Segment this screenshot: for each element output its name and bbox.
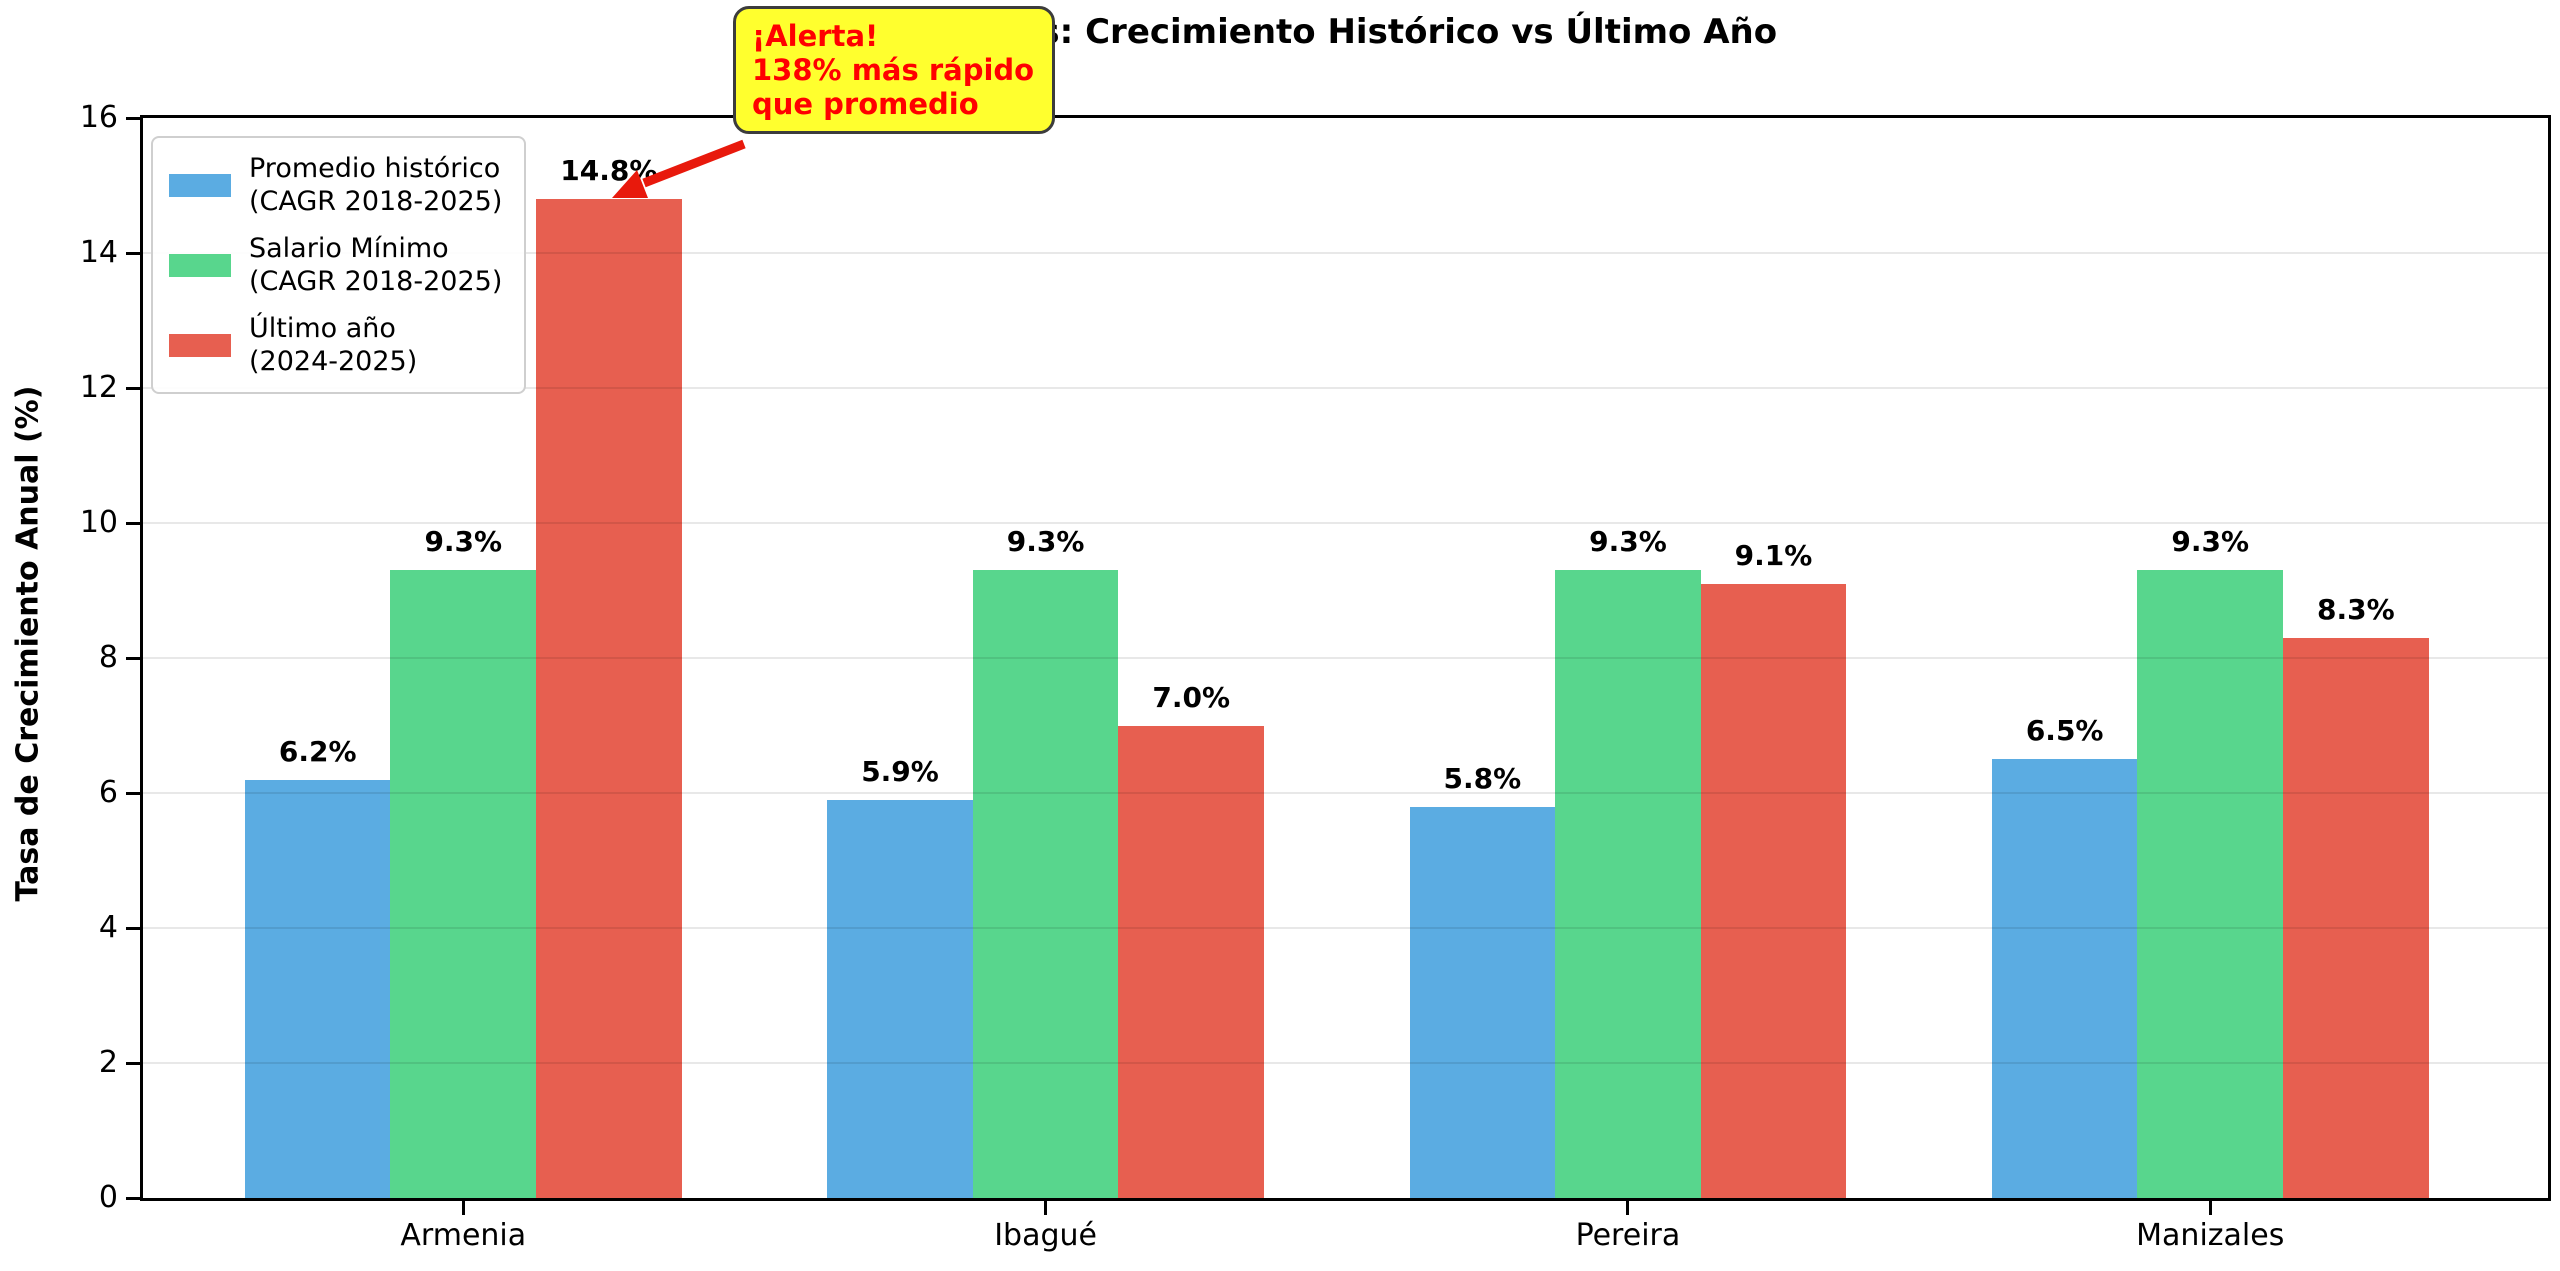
x-tick-label-pereira: Pereira	[1575, 1218, 1681, 1253]
y-tick-label: 16	[79, 100, 118, 135]
legend: Promedio histórico (CAGR 2018-2025) Sala…	[151, 136, 527, 394]
bar-manizales-s2	[2283, 637, 2429, 1198]
bar-value-label: 9.1%	[1734, 538, 1813, 572]
x-tick-label-ibagué: Ibagué	[994, 1218, 1097, 1253]
gridline	[143, 1062, 2548, 1064]
bar-manizales-s1	[2137, 570, 2284, 1198]
gridline	[143, 252, 2548, 254]
bar-value-label: 5.9%	[861, 754, 939, 788]
annotation-box: ¡Alerta! 138% más rápido que promedio	[733, 6, 1055, 134]
bar-value-label: 8.3%	[2317, 592, 2395, 626]
x-tick-mark	[2208, 1201, 2212, 1215]
bar-pereira-s2	[1700, 583, 1847, 1198]
bar-ibagué-s1	[972, 570, 1119, 1198]
legend-swatch-salario-minimo	[169, 253, 231, 277]
legend-swatch-promedio-historico	[169, 173, 231, 197]
y-tick-label: 14	[79, 235, 118, 270]
y-tick-label: 8	[98, 640, 118, 675]
x-tick-mark	[1044, 1201, 1048, 1215]
bar-ibagué-s0	[827, 799, 973, 1198]
bar-pereira-s0	[1409, 806, 1556, 1198]
gridline	[143, 387, 2548, 389]
bar-pereira-s1	[1555, 570, 1701, 1198]
y-tick-label: 4	[98, 910, 118, 945]
x-tick-mark	[1626, 1201, 1630, 1215]
y-tick-mark	[126, 656, 140, 660]
bar-value-label: 9.3%	[424, 525, 503, 559]
bar-armenia-s1	[390, 570, 537, 1198]
gridline	[143, 657, 2548, 659]
legend-item: Salario Mínimo (CAGR 2018-2025)	[169, 232, 502, 298]
x-tick-label-armenia: Armenia	[400, 1218, 527, 1253]
y-tick-label: 0	[98, 1180, 118, 1215]
bar-value-label: 7.0%	[1152, 680, 1230, 714]
bar-manizales-s0	[1991, 759, 2138, 1198]
bar-ibagué-s2	[1118, 725, 1264, 1198]
bar-value-label: 5.8%	[1443, 761, 1522, 795]
legend-item: Promedio histórico (CAGR 2018-2025)	[169, 152, 502, 218]
y-tick-mark	[126, 926, 140, 930]
bar-value-label: 6.5%	[2025, 714, 2104, 748]
bar-value-label: 9.3%	[1006, 525, 1085, 559]
y-tick-mark	[126, 1061, 140, 1065]
legend-label: Último año (2024-2025)	[249, 313, 418, 377]
bar-value-label: 14.8%	[560, 154, 658, 187]
bar-armenia-s2	[536, 199, 682, 1198]
y-tick-mark	[126, 521, 140, 525]
legend-item: Último año (2024-2025)	[169, 312, 502, 378]
bar-armenia-s0	[244, 779, 391, 1198]
plot-area: Promedio histórico (CAGR 2018-2025) Sala…	[80, 100, 2551, 1253]
gridline	[143, 792, 2548, 794]
gridline	[143, 522, 2548, 524]
y-tick-mark	[126, 791, 140, 795]
y-tick-label: 6	[98, 775, 118, 810]
y-tick-label: 2	[98, 1045, 118, 1080]
y-tick-mark	[126, 1196, 140, 1200]
legend-label: Promedio histórico (CAGR 2018-2025)	[249, 153, 503, 217]
chart-title: Síntesis: Crecimiento Histórico vs Últim…	[907, 12, 1778, 52]
bar-value-label: 9.3%	[2171, 525, 2250, 559]
y-tick-mark	[126, 386, 140, 390]
y-tick-mark	[126, 251, 140, 255]
x-tick-label-manizales: Manizales	[2136, 1218, 2285, 1253]
x-tick-mark	[461, 1201, 465, 1215]
y-tick-label: 10	[79, 505, 118, 540]
bar-value-label: 9.3%	[1589, 525, 1667, 559]
y-tick-label: 12	[79, 370, 118, 405]
legend-swatch-ultimo-ano	[169, 333, 231, 357]
bar-value-label: 6.2%	[278, 734, 357, 768]
legend-label: Salario Mínimo (CAGR 2018-2025)	[249, 233, 503, 297]
y-tick-mark	[126, 116, 140, 120]
y-axis-label: Tasa de Crecimiento Anual (%)	[10, 385, 46, 902]
gridline	[143, 927, 2548, 929]
